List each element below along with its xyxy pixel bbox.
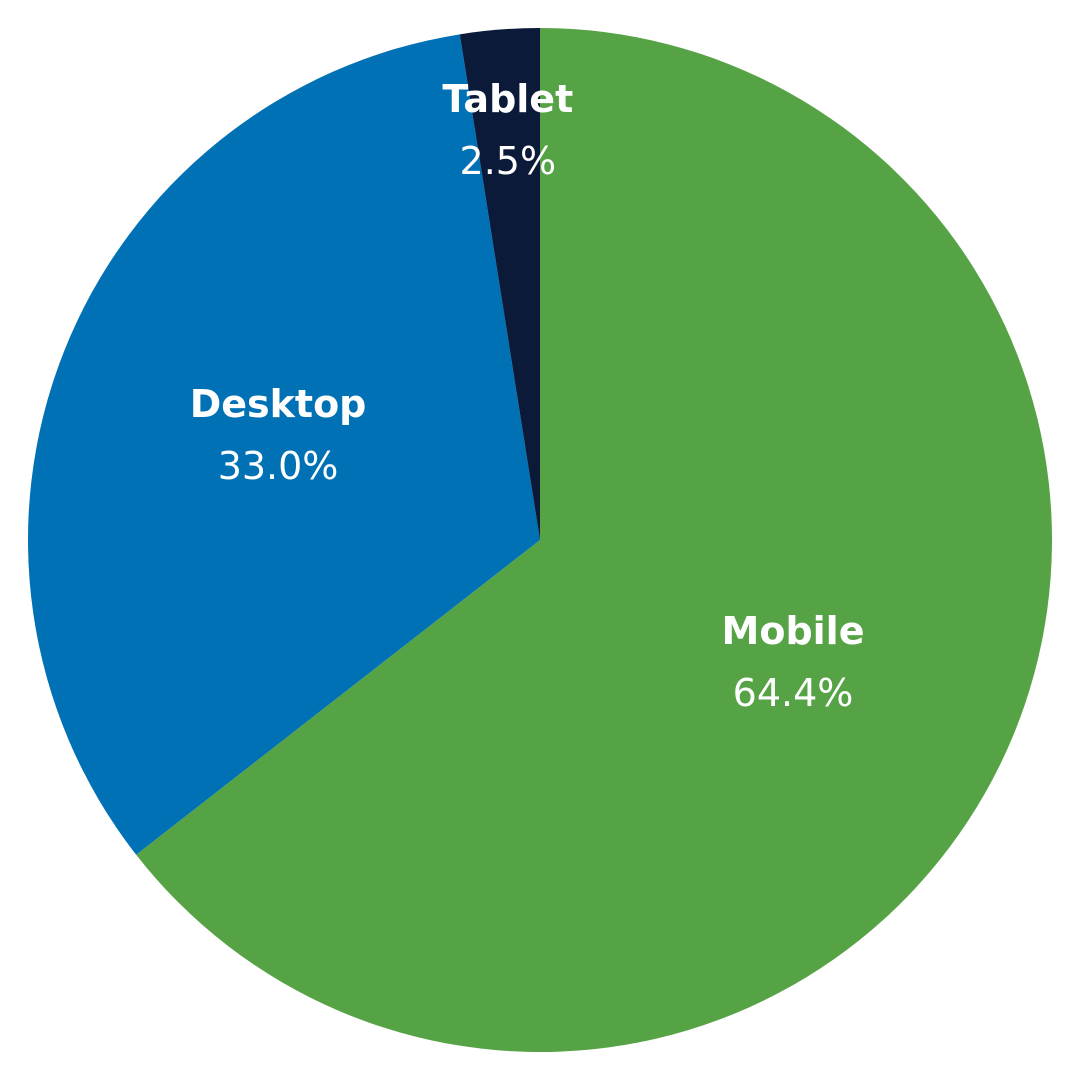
pie-slice: [136, 28, 1052, 1052]
value-label: 33.0%: [218, 444, 339, 488]
value-label: 2.5%: [460, 139, 557, 183]
slice-label: Tablet: [442, 77, 573, 121]
slice-label: Mobile: [722, 609, 865, 653]
value-label: 64.4%: [733, 671, 854, 715]
pie-slice: [459, 28, 540, 540]
pie-slice: [27, 34, 540, 855]
slice-label: Desktop: [190, 382, 367, 426]
